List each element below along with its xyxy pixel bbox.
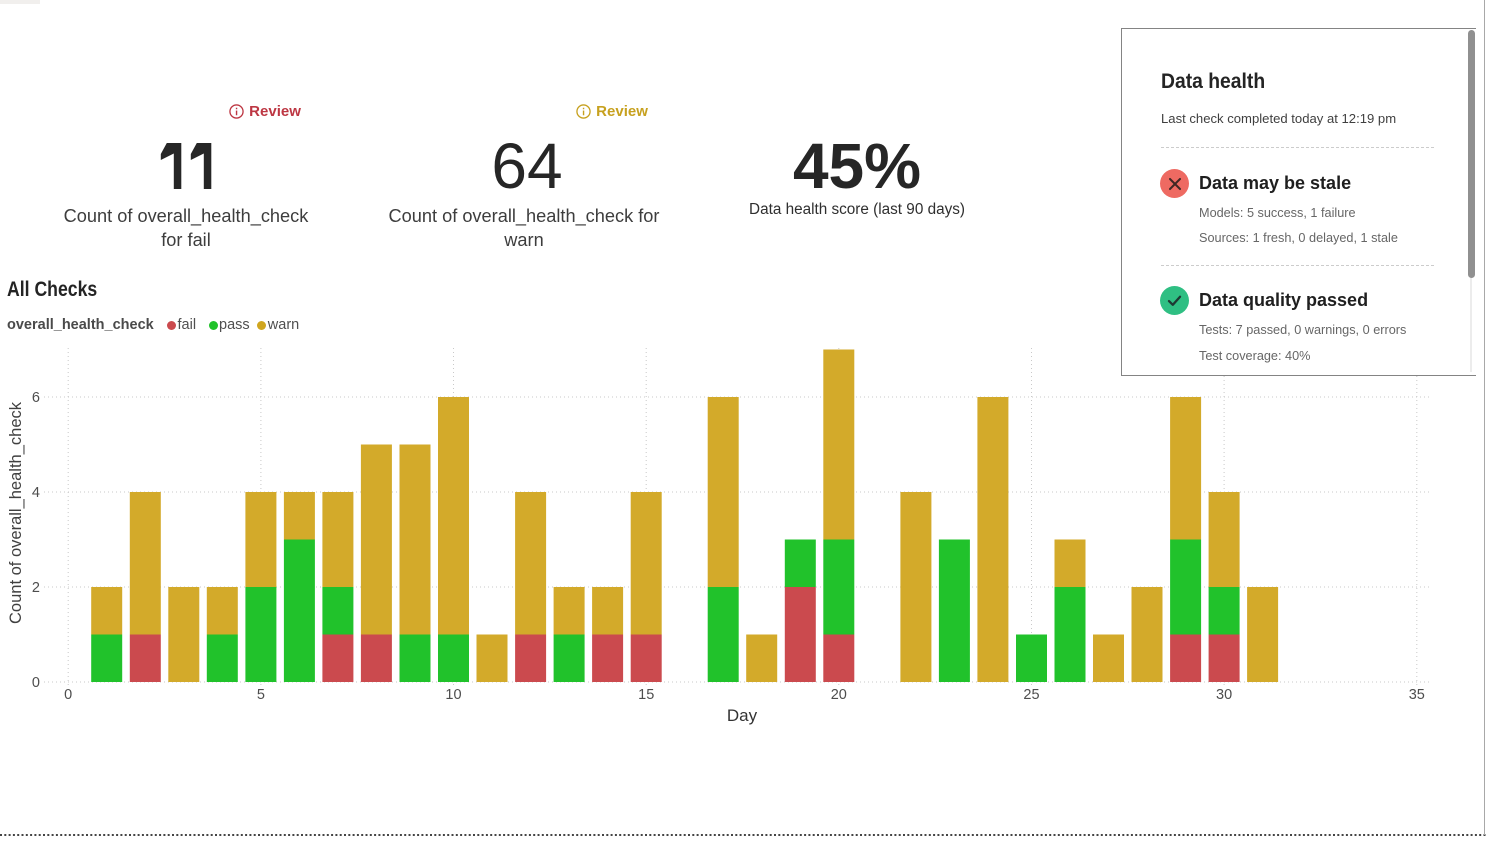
svg-text:2: 2 — [32, 580, 40, 596]
svg-text:10: 10 — [445, 687, 461, 703]
svg-text:6: 6 — [32, 390, 40, 406]
svg-text:35: 35 — [1409, 687, 1425, 703]
svg-text:0: 0 — [64, 687, 72, 703]
svg-text:5: 5 — [257, 687, 265, 703]
svg-text:0: 0 — [32, 675, 40, 691]
svg-text:15: 15 — [638, 687, 654, 703]
svg-text:Day: Day — [727, 706, 758, 725]
svg-text:25: 25 — [1023, 687, 1039, 703]
svg-text:20: 20 — [831, 687, 847, 703]
svg-text:4: 4 — [32, 485, 40, 501]
svg-text:Count of overall_health_check: Count of overall_health_check — [7, 401, 25, 624]
svg-text:30: 30 — [1216, 687, 1232, 703]
